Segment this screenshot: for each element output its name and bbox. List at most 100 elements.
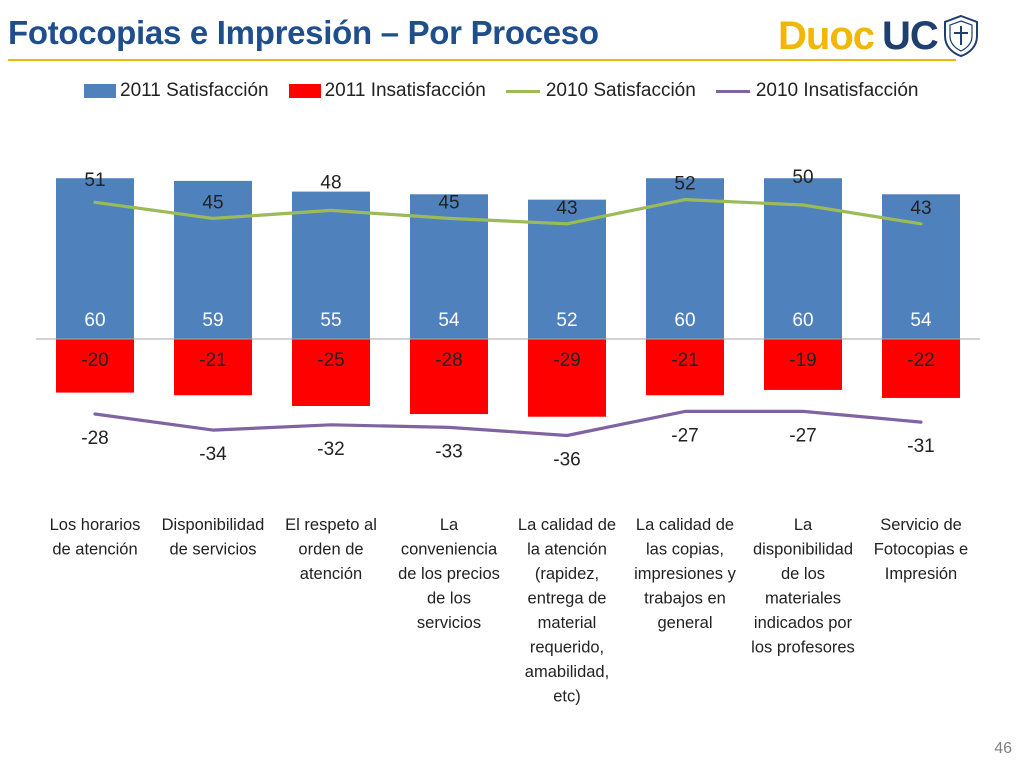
title-underline — [8, 59, 956, 61]
bar-2011-dissatisfaction — [174, 339, 252, 396]
bar-2011-dissatisfaction — [646, 339, 724, 396]
category-label: Disponibilidad de servicios — [162, 516, 265, 559]
category-label-line: atención — [300, 565, 362, 583]
data-label-2011-dissatisfaction: -25 — [317, 350, 344, 371]
data-label-2010-satisfaction: 52 — [674, 174, 695, 195]
legend-swatch-red — [288, 84, 321, 98]
category-label-line: general — [657, 614, 712, 632]
legend-swatch-purple-line — [715, 89, 750, 93]
data-label-2011-satisfaction: 60 — [792, 310, 813, 331]
category-label-line: entrega de — [528, 590, 607, 608]
category-label: Los horarios de atención — [50, 516, 141, 559]
data-label-2011-satisfaction: 59 — [202, 310, 223, 331]
category-label-line: servicios — [417, 614, 481, 632]
data-label-2011-satisfaction: 52 — [556, 310, 577, 331]
category-label-line: material — [538, 614, 597, 632]
data-label-2011-dissatisfaction: -22 — [907, 350, 934, 371]
data-label-2011-dissatisfaction: -29 — [553, 350, 580, 371]
category-label-line: la atención — [527, 541, 607, 559]
category-label-line: Servicio de — [880, 516, 962, 534]
bar-2011-dissatisfaction — [292, 339, 370, 406]
category-label-line: disponibilidad — [753, 541, 853, 559]
category-label-line: las copias, — [646, 541, 724, 559]
bar-2011-satisfaction — [292, 191, 370, 339]
data-label-2011-dissatisfaction: -21 — [199, 350, 226, 371]
data-label-2010-satisfaction: 51 — [84, 170, 105, 191]
chart-legend: 2011 Satisfacción 2011 Insatisfacción 20… — [84, 80, 919, 102]
category-label-line: requerido, — [530, 639, 604, 657]
data-label-2011-satisfaction: 60 — [84, 310, 105, 331]
category-label-line: los profesores — [751, 639, 855, 657]
data-label-2010-satisfaction: 43 — [556, 198, 577, 219]
data-label-2010-satisfaction: 45 — [202, 192, 223, 213]
bar-2011-satisfaction — [174, 180, 252, 339]
category-label-line: de servicios — [169, 541, 256, 559]
category-label-line: La calidad de — [518, 516, 616, 534]
category-label-line: (rapidez, — [535, 565, 599, 583]
legend-item-2011-dissatisfaction: 2011 Insatisfacción — [288, 80, 486, 102]
category-label-line: Disponibilidad — [162, 516, 265, 534]
legend-item-2011-satisfaction: 2011 Satisfacción — [84, 80, 269, 102]
data-label-2010-satisfaction: 43 — [910, 198, 931, 219]
legend-label: 2010 Satisfacción — [545, 80, 696, 101]
category-label: El respeto al orden de atención — [285, 516, 377, 583]
line-2010-satisfaction — [93, 198, 923, 226]
bar-2011-dissatisfaction — [56, 339, 134, 393]
category-label: La disponibilidad de los materiales indicado… — [751, 516, 855, 657]
bar-2011-dissatisfaction — [528, 339, 606, 417]
category-label-line: La — [440, 516, 459, 534]
data-label-2010-satisfaction: 45 — [438, 192, 459, 213]
page-number: 46 — [994, 740, 1012, 757]
category-label-line: de los precios — [398, 565, 500, 583]
legend-label: 2010 Insatisfacción — [755, 80, 919, 101]
category-label-line: Impresión — [885, 565, 957, 583]
slide-title: Fotocopias e Impresión – Por Proceso — [8, 14, 599, 51]
category-label-line: orden de — [298, 541, 363, 559]
data-label-2010-dissatisfaction: -36 — [553, 449, 580, 470]
category-label-line: impresiones y — [634, 565, 737, 583]
logo-text-duoc: Duoc — [778, 14, 875, 58]
legend-item-2010-satisfaction: 2010 Satisfacción — [505, 80, 696, 102]
data-label-2011-dissatisfaction: -21 — [671, 350, 698, 371]
data-label-2011-dissatisfaction: -19 — [789, 350, 816, 371]
data-label-2011-satisfaction: 54 — [438, 310, 460, 331]
legend-label: 2011 Satisfacción — [120, 80, 269, 101]
data-label-2011-dissatisfaction: -28 — [435, 350, 462, 371]
university-seal-icon — [943, 14, 978, 58]
category-label-line: conveniencia — [401, 541, 498, 559]
data-label-2010-satisfaction: 50 — [792, 167, 813, 188]
data-label-2010-dissatisfaction: -27 — [789, 425, 816, 446]
category-label-line: trabajos en — [644, 590, 726, 608]
bar-2011-dissatisfaction — [882, 339, 960, 398]
category-label-line: de los — [781, 565, 825, 583]
category-label-line: indicados por — [754, 614, 853, 632]
category-label: La conveniencia de los precios de los servic… — [398, 516, 500, 632]
data-label-2011-dissatisfaction: -20 — [81, 350, 108, 371]
bar-2011-dissatisfaction — [764, 339, 842, 390]
category-label: La calidad de las copias, impresiones y tra… — [634, 516, 737, 632]
category-label-line: de los — [427, 590, 471, 608]
data-label-2010-dissatisfaction: -34 — [199, 444, 227, 465]
data-label-2010-dissatisfaction: -28 — [81, 428, 108, 449]
data-label-2010-satisfaction: 48 — [320, 172, 341, 193]
legend-label: 2011 Insatisfacción — [324, 80, 486, 101]
line-2010-dissatisfaction — [93, 409, 923, 438]
category-label-line: La — [794, 516, 813, 534]
data-label-2011-satisfaction: 55 — [320, 310, 341, 331]
legend-swatch-blue — [84, 84, 116, 98]
logo-text-uc: UC — [882, 14, 939, 58]
data-label-2010-dissatisfaction: -31 — [907, 436, 934, 457]
category-label-line: Los horarios — [50, 516, 141, 534]
data-label-2011-satisfaction: 60 — [674, 310, 695, 331]
category-label-line: amabilidad, — [525, 663, 609, 681]
category-label: La calidad de la atención (rapidez, entrega… — [518, 516, 616, 706]
bar-2011-dissatisfaction — [410, 339, 488, 415]
category-label-line: La calidad de — [636, 516, 734, 534]
category-label-line: materiales — [765, 590, 841, 608]
category-label-line: etc) — [553, 688, 581, 706]
category-label: Servicio de Fotocopias e Impresión — [874, 516, 968, 583]
data-label-2010-dissatisfaction: -33 — [435, 441, 462, 462]
legend-item-2010-dissatisfaction: 2010 Insatisfacción — [715, 80, 919, 102]
category-label-line: de atención — [52, 541, 137, 559]
